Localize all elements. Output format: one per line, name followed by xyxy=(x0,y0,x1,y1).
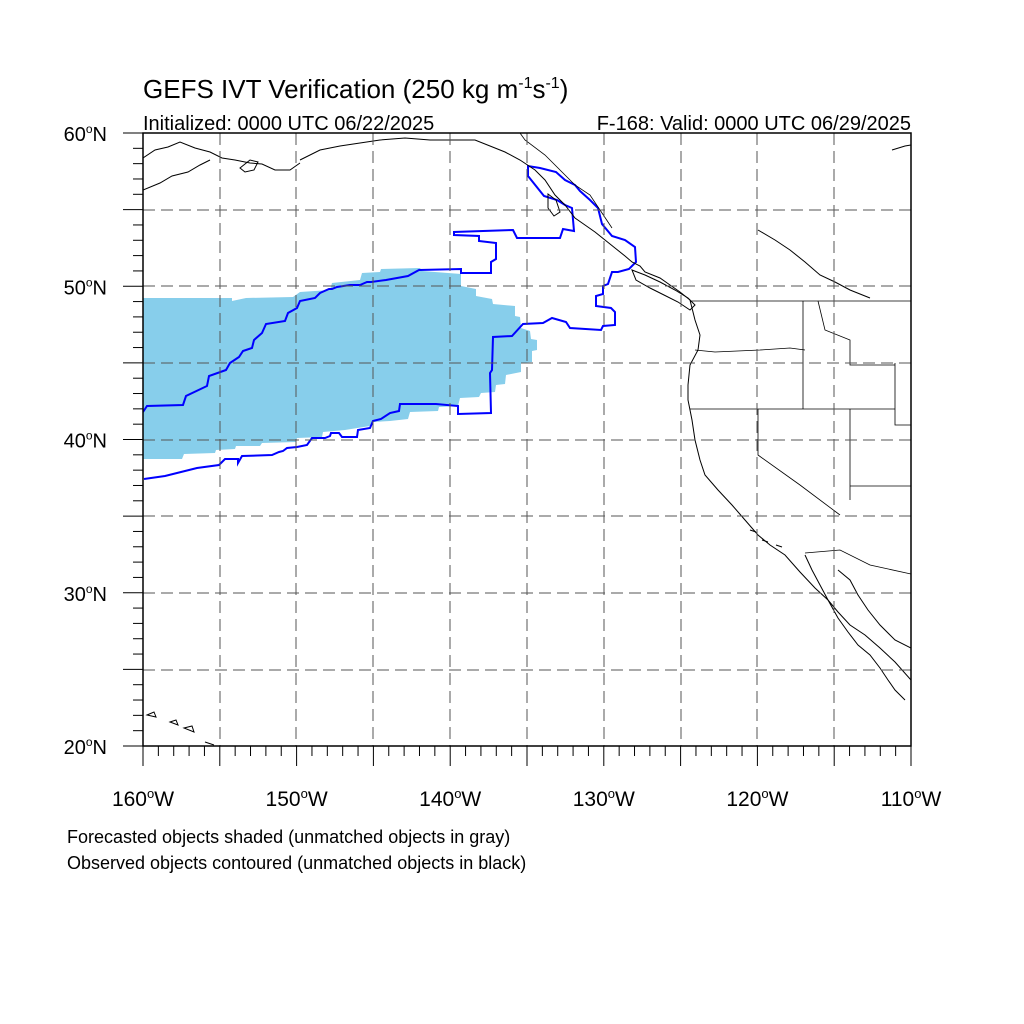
longitude-labels: 160oW 150oW 140oW 130oW 120oW 110oW xyxy=(112,786,942,811)
alaska-coast xyxy=(143,141,301,171)
init-time-label: Initialized: 0000 UTC 06/22/2025 xyxy=(143,113,434,135)
alaska-coast-west xyxy=(143,159,211,191)
gulf-of-alaska-coast xyxy=(299,137,911,681)
oregon-washington-border xyxy=(694,347,806,353)
vancouver-island xyxy=(631,269,696,311)
lat-label-60: 60oN xyxy=(64,122,107,146)
gridlines xyxy=(143,133,911,746)
wyoming-border xyxy=(894,363,911,426)
political-boundaries xyxy=(519,133,911,575)
hudson-coast-east xyxy=(757,229,871,299)
kodiak-island xyxy=(239,159,259,173)
channel-islands xyxy=(749,529,783,548)
haida-gwaii xyxy=(547,193,561,217)
lon-label-160: 160oW xyxy=(112,786,174,811)
lat-label-30: 30oN xyxy=(64,582,107,606)
lon-label-130: 130oW xyxy=(573,786,635,811)
lon-label-140: 140oW xyxy=(419,786,481,811)
latitude-labels: 60oN 50oN 40oN 30oN 20oN xyxy=(64,122,107,759)
baja-peninsula xyxy=(804,554,906,701)
axis-ticks xyxy=(123,132,912,766)
forecast-ivt-object xyxy=(143,268,537,459)
lat-label-40: 40oN xyxy=(64,429,107,453)
alaska-canada-border xyxy=(519,133,613,229)
lon-label-120: 120oW xyxy=(726,786,788,811)
nevada-border xyxy=(757,409,841,516)
observed-ivt-contour xyxy=(143,164,638,480)
idaho-border xyxy=(802,300,895,409)
map-title: GEFS IVT Verification (250 kg m-1s-1) xyxy=(143,74,568,104)
ne-corner-coast xyxy=(891,144,911,151)
coastlines xyxy=(143,137,911,746)
us-mexico-border xyxy=(804,549,911,575)
lat-label-50: 50oN xyxy=(64,275,107,299)
caption-forecast: Forecasted objects shaded (unmatched obj… xyxy=(67,827,511,847)
lat-label-20: 20oN xyxy=(64,735,107,759)
lon-label-110: 110oW xyxy=(881,786,942,811)
gulf-of-california-east xyxy=(837,569,911,649)
hawaii-islands xyxy=(145,711,215,746)
caption-observed: Observed objects contoured (unmatched ob… xyxy=(67,853,527,873)
lon-label-150: 150oW xyxy=(266,786,328,811)
valid-time-label: F-168: Valid: 0000 UTC 06/29/2025 xyxy=(597,113,911,135)
